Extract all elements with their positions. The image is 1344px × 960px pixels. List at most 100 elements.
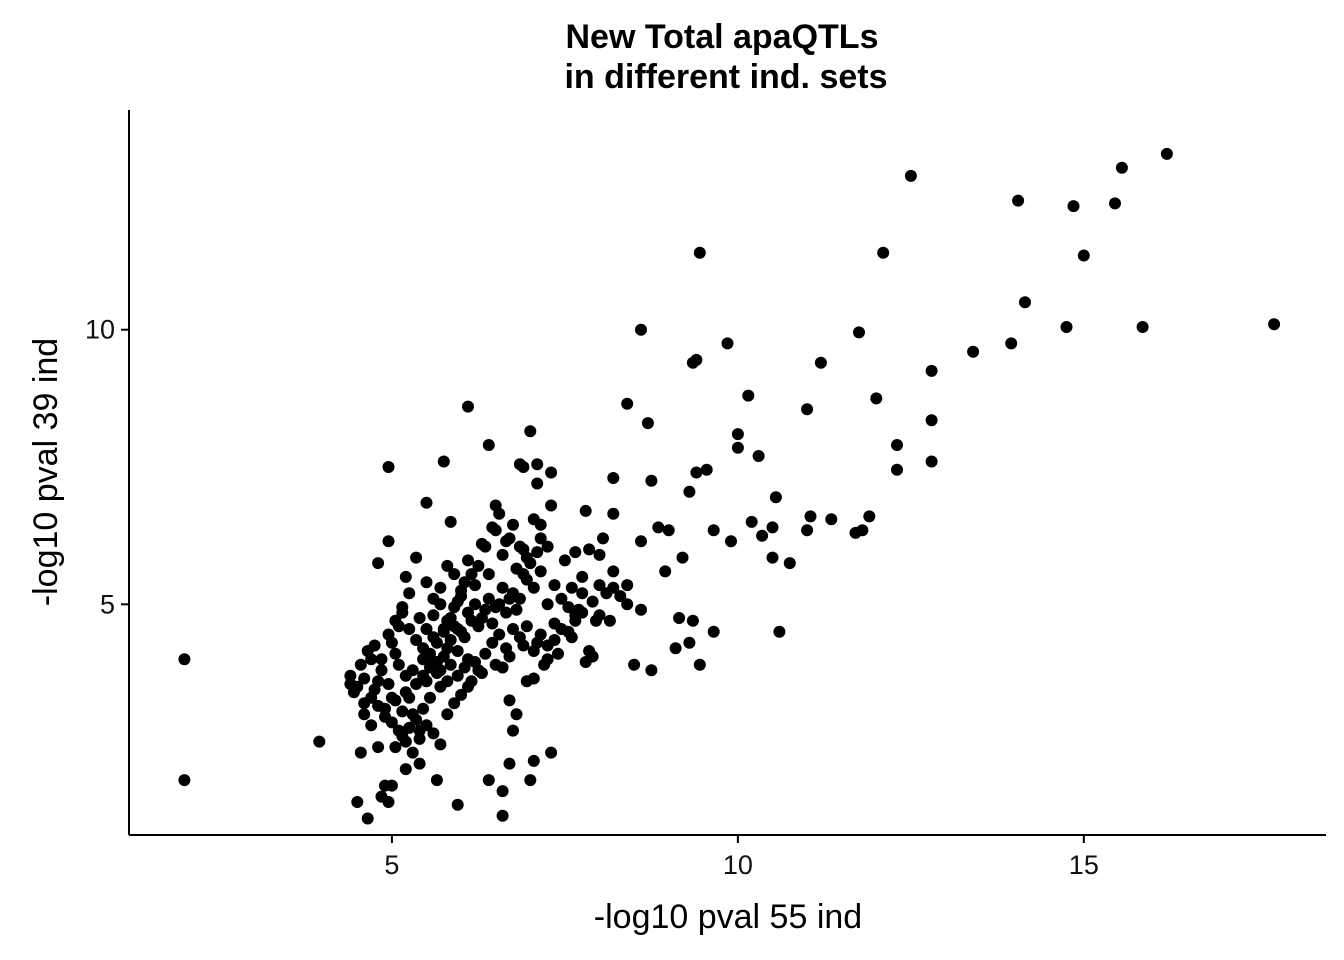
data-point [372, 699, 385, 712]
data-point [541, 540, 554, 553]
data-point [493, 628, 506, 641]
data-point [469, 579, 481, 592]
data-point [531, 477, 544, 490]
data-point [662, 524, 675, 537]
data-point [410, 713, 423, 726]
data-point [607, 507, 620, 520]
data-point [527, 672, 540, 685]
data-point [462, 606, 474, 619]
data-point [496, 785, 509, 798]
data-point [382, 535, 395, 548]
data-point [417, 669, 430, 682]
data-point [669, 642, 682, 655]
data-point [652, 521, 665, 534]
data-point [479, 540, 492, 553]
data-point [434, 598, 447, 611]
data-point [496, 581, 509, 594]
data-point [513, 458, 526, 471]
data-point [437, 623, 450, 635]
data-point [475, 612, 488, 624]
data-point [489, 658, 502, 671]
data-point [607, 565, 620, 578]
data-point [500, 606, 513, 619]
data-point [420, 623, 433, 635]
data-point [375, 664, 388, 677]
data-point [814, 356, 827, 369]
data-point [614, 590, 627, 603]
data-point [458, 576, 471, 589]
data-point [590, 614, 602, 627]
data-point [524, 425, 537, 438]
data-point [465, 568, 478, 581]
data-point [503, 592, 516, 605]
data-point [773, 625, 786, 638]
data-point [496, 809, 509, 822]
data-point [925, 455, 938, 468]
data-point [469, 598, 481, 611]
data-point [593, 579, 606, 592]
data-point [520, 551, 533, 564]
data-point [410, 634, 423, 646]
data-point [389, 614, 402, 627]
data-point [603, 614, 616, 627]
data-point [441, 708, 454, 721]
data-point [1268, 318, 1281, 331]
data-point [424, 691, 436, 704]
data-point [693, 658, 706, 671]
data-point [451, 798, 464, 811]
data-point [545, 499, 558, 512]
data-point [178, 774, 191, 787]
data-point [891, 439, 903, 451]
data-point [607, 581, 620, 594]
data-point [593, 548, 606, 561]
data-point [1109, 197, 1121, 210]
data-point [486, 617, 499, 630]
data-point [486, 636, 499, 649]
data-point [545, 746, 558, 759]
x-axis-ticks: 5 10 15 [384, 835, 1099, 880]
data-point [458, 661, 471, 674]
data-point [361, 812, 374, 825]
data-point [520, 620, 533, 633]
data-point [586, 595, 599, 608]
data-point [683, 485, 696, 498]
data-point [503, 694, 516, 707]
data-point [690, 466, 703, 479]
data-point [558, 554, 571, 567]
data-point [510, 708, 523, 721]
data-point [437, 650, 450, 663]
data-point [389, 694, 402, 707]
data-point [420, 496, 433, 509]
data-point [420, 719, 433, 732]
data-point [904, 169, 917, 182]
data-point [462, 680, 474, 693]
data-point [389, 647, 402, 660]
data-point [545, 466, 558, 479]
data-point [541, 639, 554, 652]
data-point [1136, 321, 1149, 333]
data-point [389, 741, 402, 754]
data-point [434, 581, 447, 594]
data-point [801, 524, 814, 537]
data-point [925, 364, 938, 377]
data-point [482, 592, 495, 605]
data-point [403, 623, 416, 635]
data-point [621, 397, 634, 410]
x-tick-label: 5 [384, 850, 399, 880]
data-point [576, 587, 589, 600]
data-point [351, 796, 364, 808]
data-point [804, 510, 817, 523]
data-point [382, 461, 395, 473]
data-point [783, 557, 796, 570]
data-point [752, 450, 765, 462]
data-point [444, 515, 457, 528]
data-point [385, 716, 398, 729]
data-point [382, 796, 395, 808]
data-point [510, 603, 523, 616]
data-point [742, 389, 755, 402]
data-point [406, 746, 419, 759]
data-point [427, 727, 440, 740]
data-point [406, 664, 419, 677]
